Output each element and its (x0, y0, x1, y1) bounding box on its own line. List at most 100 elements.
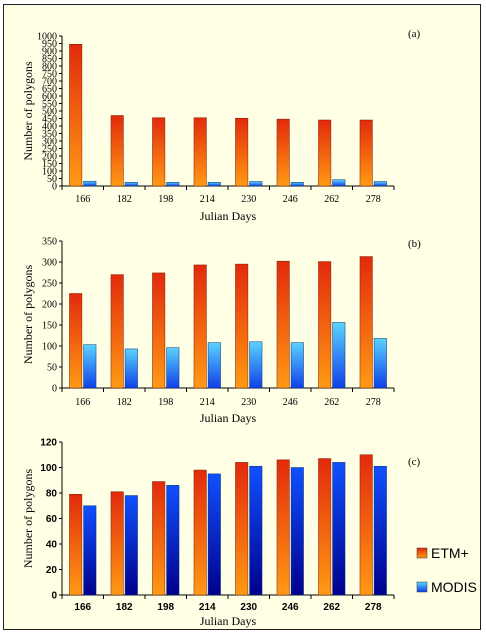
y-tick-label: 120 (40, 438, 57, 449)
bar-etm-214 (193, 264, 207, 389)
x-tick-label: 182 (116, 602, 133, 613)
bar-etm-182 (110, 115, 124, 187)
y-tick-label: 800 (42, 62, 57, 73)
legend-label-etm: ETM+ (431, 545, 469, 561)
bar-modis-214 (207, 182, 221, 187)
y-tick-label: 100 (42, 342, 57, 353)
bar-modis-166 (83, 344, 97, 389)
y-tick-label: 150 (42, 321, 57, 332)
y-tick-label: 450 (42, 114, 57, 125)
bar-modis-262 (332, 462, 346, 596)
y-tick-label: 950 (42, 39, 57, 50)
x-tick-label: 278 (366, 397, 381, 408)
x-tick-label: 214 (199, 602, 216, 613)
panel-label: (c) (408, 456, 421, 468)
x-tick-label: 198 (158, 194, 173, 205)
x-tick-label: 166 (75, 397, 90, 408)
y-tick-label: 300 (42, 258, 57, 269)
panel-label: (b) (408, 238, 421, 250)
bar-modis-278 (373, 338, 387, 389)
y-tick-label: 40 (46, 540, 58, 551)
bar-modis-230 (249, 181, 263, 187)
x-tick-label: 166 (74, 602, 91, 613)
bar-modis-262 (332, 322, 346, 389)
x-tick-label: 262 (324, 397, 339, 408)
bar-modis-198 (166, 347, 180, 389)
y-tick-label: 50 (47, 363, 57, 374)
y-tick-label: 150 (42, 159, 57, 170)
y-tick-label: 550 (42, 99, 57, 110)
x-tick-label: 246 (283, 194, 298, 205)
chart-panel-3: 0 20 40 60 80 100 120 166 182 198 214 230 246 262 278 J… (21, 438, 421, 629)
bar-etm-262 (318, 261, 332, 389)
y-tick-label: 600 (42, 92, 57, 103)
bar-modis-182 (124, 348, 138, 389)
bar-modis-198 (166, 182, 180, 187)
x-tick-label: 214 (200, 397, 215, 408)
x-tick-label: 214 (200, 194, 215, 205)
bar-modis-278 (373, 465, 387, 596)
bar-etm-182 (110, 274, 124, 389)
bar-etm-166 (69, 494, 83, 596)
chart-canvas: 0501001502002503003504004505005506006507… (21, 28, 477, 629)
x-tick-label: 182 (117, 194, 132, 205)
bar-etm-214 (193, 469, 207, 596)
x-tick-label: 230 (240, 602, 257, 613)
bar-modis-230 (249, 465, 263, 596)
bar-etm-230 (235, 462, 249, 596)
legend: ETM+ MODIS (416, 545, 477, 595)
bar-modis-246 (290, 467, 304, 596)
bar-modis-246 (290, 342, 304, 389)
y-tick-label: 700 (42, 77, 57, 88)
bar-etm-198 (152, 117, 166, 187)
x-tick-label: 246 (282, 602, 299, 613)
bar-modis-214 (207, 473, 221, 596)
legend-label-modis: MODIS (431, 579, 477, 595)
bar-etm-246 (276, 459, 290, 596)
x-axis-label: Julian Days (200, 411, 257, 425)
bar-modis-198 (166, 485, 180, 596)
y-tick-label: 60 (46, 514, 58, 525)
y-tick-label: 650 (42, 84, 57, 95)
x-tick-label: 166 (75, 194, 90, 205)
x-tick-label: 278 (366, 194, 381, 205)
x-axis-label: Julian Days (200, 614, 257, 628)
bar-etm-262 (318, 458, 332, 596)
x-tick-label: 230 (241, 397, 256, 408)
bar-modis-214 (207, 342, 221, 389)
bar-modis-262 (332, 179, 346, 187)
y-tick-label: 80 (46, 489, 58, 500)
y-tick-label: 20 (46, 565, 58, 576)
panel-label: (a) (408, 28, 421, 40)
y-axis-label: Number of polygons (21, 61, 35, 161)
y-tick-label: 750 (42, 69, 57, 80)
y-tick-label: 200 (42, 152, 57, 163)
bar-etm-198 (152, 272, 166, 389)
bar-etm-262 (318, 119, 332, 187)
x-tick-label: 262 (323, 602, 340, 613)
x-tick-label: 262 (324, 194, 339, 205)
bar-modis-246 (290, 182, 304, 187)
y-tick-label: 850 (42, 54, 57, 65)
bar-modis-230 (249, 341, 263, 389)
chart-panel-2: 0 50 100 150 200 250 300 350 166 182 198 214 230 246 2… (21, 237, 421, 426)
x-tick-label: 278 (365, 602, 382, 613)
y-tick-label: 350 (42, 237, 57, 248)
y-tick-label: 1000 (37, 32, 57, 43)
y-tick-label: 300 (42, 137, 57, 148)
y-tick-label: 0 (51, 591, 57, 602)
legend-swatch-etm (416, 547, 428, 559)
bar-etm-166 (69, 44, 83, 187)
bar-modis-166 (83, 180, 97, 187)
x-tick-label: 246 (283, 397, 298, 408)
y-tick-label: 0 (52, 182, 57, 193)
y-tick-label: 900 (42, 47, 57, 58)
y-tick-label: 400 (42, 122, 57, 133)
y-axis-label: Number of polygons (21, 265, 35, 365)
x-tick-label: 198 (158, 397, 173, 408)
bar-etm-278 (359, 454, 373, 596)
y-tick-label: 100 (42, 167, 57, 178)
x-tick-label: 198 (157, 602, 174, 613)
bar-modis-166 (83, 505, 97, 596)
bar-etm-230 (235, 117, 249, 187)
